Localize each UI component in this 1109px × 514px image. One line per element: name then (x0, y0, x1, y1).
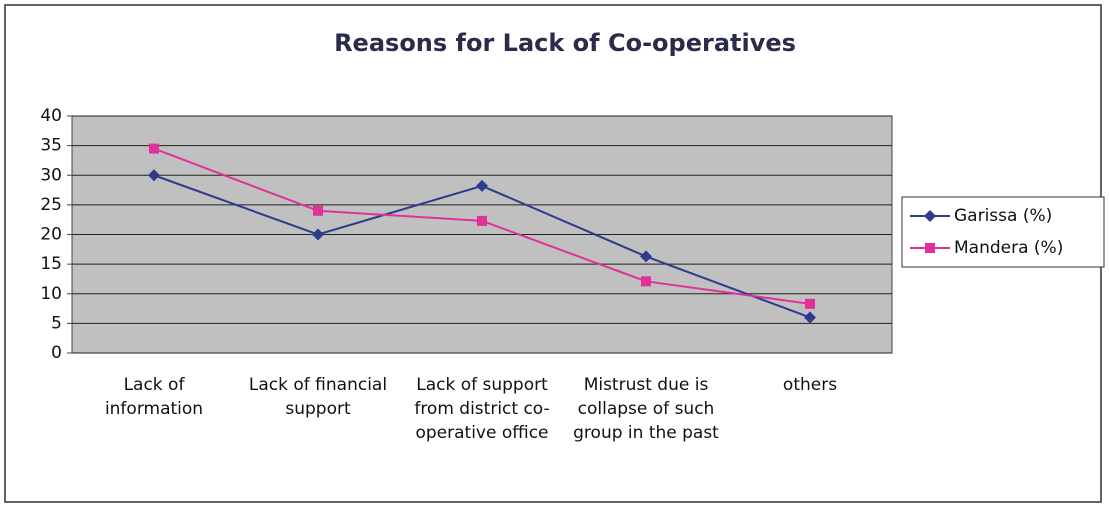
y-tick-label: 40 (40, 106, 62, 126)
data-point (641, 276, 651, 287)
legend-label: Garissa (%) (954, 206, 1052, 226)
x-tick-label: others (782, 375, 838, 395)
y-tick-label: 15 (40, 254, 62, 274)
chart-title: Reasons for Lack of Co-operatives (334, 29, 796, 57)
legend-marker (924, 210, 936, 222)
x-tick-label: Lack of financial support (248, 375, 388, 419)
y-tick-label: 10 (40, 284, 62, 304)
data-point (476, 179, 488, 192)
y-tick-label: 5 (51, 313, 62, 333)
x-tick-label: Lack of information (104, 375, 204, 419)
legend-marker (925, 243, 935, 253)
y-tick-label: 0 (51, 343, 62, 363)
data-point (804, 311, 816, 324)
data-point (312, 228, 324, 241)
y-tick-label: 30 (40, 165, 62, 185)
y-tick-label: 35 (40, 136, 62, 156)
y-tick-label: 25 (40, 195, 62, 215)
legend-box (901, 196, 1105, 268)
y-tick-label: 20 (40, 225, 62, 245)
x-tick-label: Lack of support from district co-operati… (414, 375, 550, 443)
legend-label: Mandera (%) (954, 238, 1063, 258)
data-point (149, 143, 159, 154)
x-tick-label: Mistrust due is collapse of such group i… (573, 375, 719, 443)
data-point (148, 169, 160, 182)
data-point (313, 205, 323, 216)
data-point (477, 215, 487, 226)
data-point (640, 250, 652, 263)
data-point (805, 298, 815, 309)
